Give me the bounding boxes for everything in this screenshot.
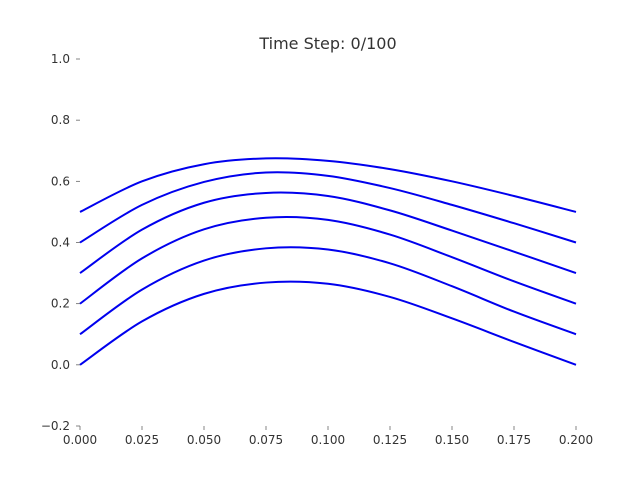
x-tick-label: 0.200 <box>559 433 593 447</box>
y-tick-label: 0.0 <box>51 358 70 372</box>
x-tick-label: 0.125 <box>373 433 407 447</box>
series-line-3 <box>79 215 577 305</box>
y-tick-label: 0.4 <box>51 236 70 250</box>
x-tick-label: 0.050 <box>187 433 221 447</box>
y-tick-label: 0.6 <box>51 174 70 188</box>
x-tick-label: 0.175 <box>497 433 531 447</box>
y-tick-label: 0.2 <box>51 297 70 311</box>
chart-title: Time Step: 0/100 <box>258 34 396 53</box>
x-axis: 0.000 0.025 0.050 0.075 0.100 0.125 0.150 0.175… <box>63 426 593 447</box>
y-axis: −0.2 0.0 0.2 0.4 0.6 0.8 1.0 <box>41 52 80 433</box>
series-line-2 <box>79 246 577 336</box>
x-tick-label: 0.150 <box>435 433 469 447</box>
x-tick-label: 0.100 <box>311 433 345 447</box>
series-line-5 <box>79 171 577 244</box>
y-tick-label: −0.2 <box>41 419 70 433</box>
x-tick-label: 0.000 <box>63 433 97 447</box>
series-line-1 <box>79 280 577 366</box>
series-line-6 <box>79 157 577 213</box>
y-tick-label: 0.8 <box>51 113 70 127</box>
x-tick-label: 0.075 <box>249 433 283 447</box>
plot-area <box>79 157 577 366</box>
y-tick-label: 1.0 <box>51 52 70 66</box>
series-line-4 <box>79 191 577 275</box>
x-tick-label: 0.025 <box>125 433 159 447</box>
